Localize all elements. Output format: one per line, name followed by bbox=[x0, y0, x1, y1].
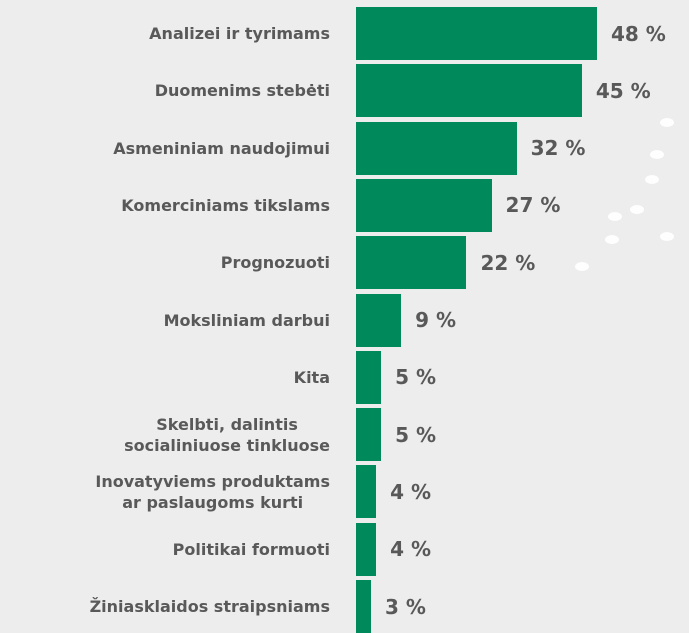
category-text: Prognozuoti bbox=[220, 253, 330, 273]
bar bbox=[356, 64, 582, 118]
decoration bbox=[630, 205, 644, 214]
bar bbox=[356, 121, 517, 175]
category-text: Moksliniam darbui bbox=[163, 310, 330, 330]
bar bbox=[356, 408, 382, 462]
value-label: 9 % bbox=[415, 308, 457, 332]
category-label: Prognozuoti bbox=[0, 252, 330, 273]
category-label: Inovatyviems produktams ar paslaugoms ku… bbox=[0, 471, 330, 513]
category-text: Kita bbox=[293, 367, 330, 387]
value-label: 5 % bbox=[395, 422, 437, 447]
category-text: Žiniasklaidos straipsniams bbox=[89, 597, 330, 616]
decoration bbox=[645, 175, 659, 184]
category-label: Skelbti, dalintis socialiniuose tinkluos… bbox=[0, 414, 330, 456]
bar bbox=[356, 7, 597, 60]
value-label: 45 % bbox=[595, 78, 651, 103]
category-text: Komerciniams tikslams bbox=[121, 195, 330, 215]
category-label: Moksliniam darbui bbox=[0, 310, 330, 331]
category-label: Duomenims stebėti bbox=[0, 80, 330, 101]
value-label: 3 % bbox=[385, 594, 426, 619]
category-label: Asmeniniam naudojimui bbox=[0, 138, 330, 159]
bar bbox=[356, 236, 467, 290]
bar bbox=[356, 580, 372, 633]
category-text: Politikai formuoti bbox=[172, 539, 330, 559]
decoration bbox=[575, 262, 589, 271]
decoration bbox=[650, 150, 664, 159]
decoration bbox=[660, 232, 674, 241]
value-label: 48 % bbox=[610, 21, 666, 46]
category-label: Politikai formuoti bbox=[0, 539, 330, 560]
decoration bbox=[605, 235, 619, 244]
bar bbox=[356, 293, 402, 347]
value-label: 27 % bbox=[505, 193, 561, 218]
value-label: 4 % bbox=[390, 537, 431, 562]
category-text: Inovatyviems produktams ar paslaugoms ku… bbox=[95, 471, 330, 512]
category-label: Žiniasklaidos straipsniams bbox=[0, 596, 330, 617]
category-text: Analizei ir tyrimams bbox=[149, 24, 330, 43]
category-label: Analizei ir tyrimams bbox=[0, 23, 330, 44]
bar bbox=[356, 465, 377, 519]
bar bbox=[356, 178, 492, 232]
bar bbox=[356, 522, 377, 576]
value-label: 32 % bbox=[530, 136, 586, 161]
category-text: Asmeniniam naudojimui bbox=[113, 138, 330, 158]
value-label: 22 % bbox=[480, 250, 536, 275]
decoration bbox=[608, 212, 622, 221]
decoration bbox=[660, 118, 674, 127]
value-label: 5 % bbox=[395, 365, 437, 390]
bar bbox=[356, 350, 382, 404]
category-label: Kita bbox=[0, 367, 330, 388]
category-text: Duomenims stebėti bbox=[154, 81, 330, 101]
category-text: Skelbti, dalintis socialiniuose tinkluos… bbox=[124, 414, 330, 455]
category-label: Komerciniams tikslams bbox=[0, 195, 330, 216]
value-label: 4 % bbox=[390, 479, 431, 504]
